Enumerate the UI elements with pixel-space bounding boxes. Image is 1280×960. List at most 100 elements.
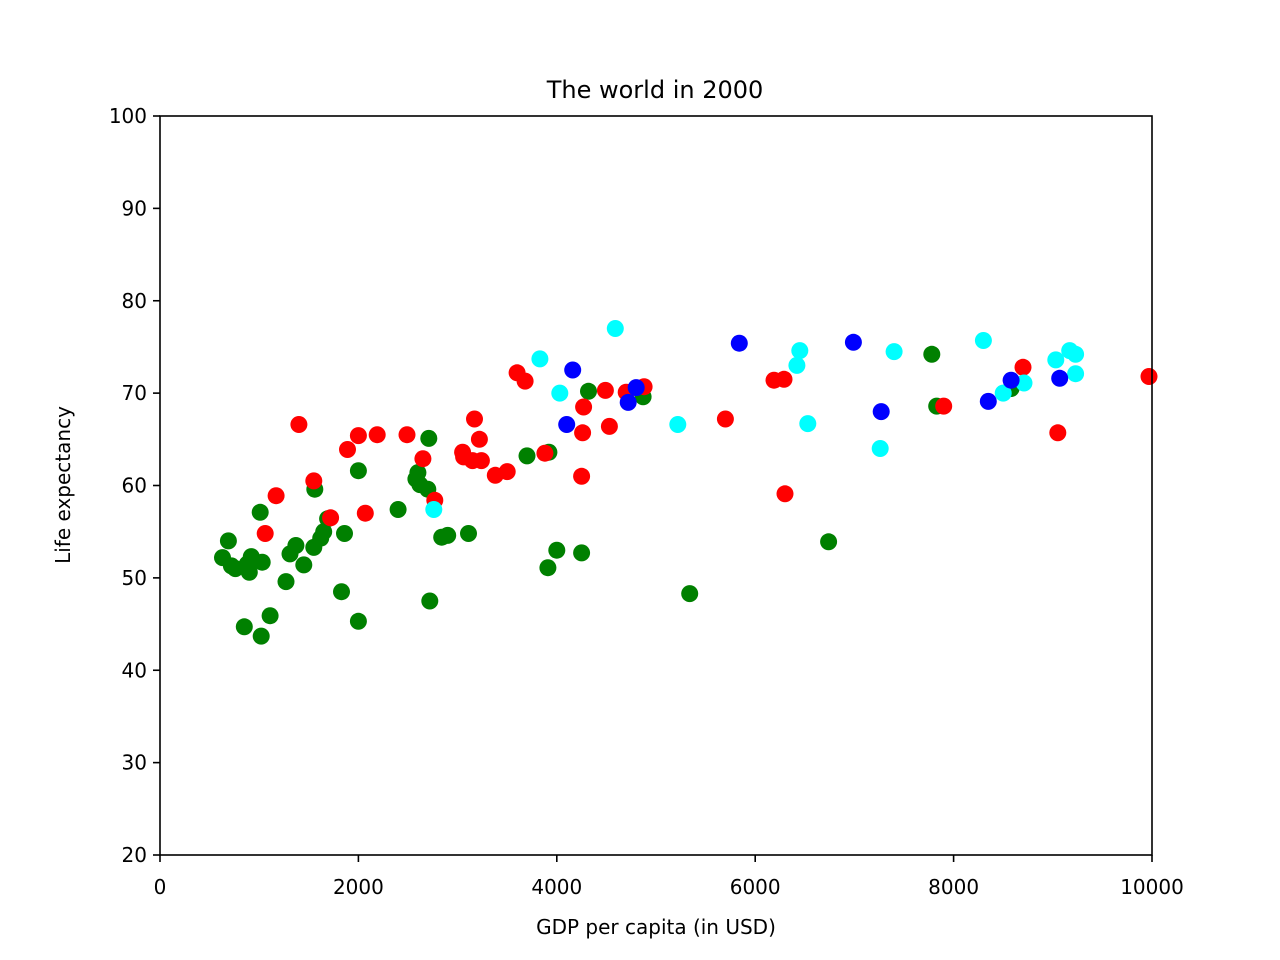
data-point-red-9 — [398, 426, 416, 444]
data-point-green-35 — [518, 447, 536, 465]
data-point-blue-0 — [558, 416, 576, 433]
data-point-red-17 — [472, 452, 490, 470]
data-point-green-44 — [923, 345, 941, 363]
data-point-green-4 — [235, 618, 253, 636]
data-point-blue-6 — [872, 403, 890, 421]
data-point-red-33 — [776, 485, 794, 503]
data-point-red-3 — [305, 472, 323, 490]
data-point-cyan-2 — [551, 384, 569, 402]
x-tick-label: 0 — [154, 875, 167, 899]
data-point-green-34 — [460, 525, 477, 542]
y-tick-label: 40 — [122, 658, 147, 682]
y-tick-label: 30 — [122, 751, 147, 775]
data-point-red-30 — [716, 410, 734, 428]
data-point-blue-4 — [730, 334, 748, 352]
data-point-cyan-16 — [1067, 365, 1085, 383]
y-axis-ticks: 20 30 40 50 60 70 80 90 100 — [109, 104, 160, 867]
data-point-green-30 — [420, 429, 438, 447]
data-point-blue-9 — [1051, 369, 1069, 387]
data-point-green-21 — [333, 583, 350, 601]
data-point-red-22 — [536, 444, 554, 462]
data-point-red-16 — [470, 430, 488, 448]
data-point-cyan-10 — [974, 332, 992, 349]
data-point-red-7 — [356, 504, 374, 522]
data-point-red-35 — [1014, 358, 1032, 376]
y-tick-label: 80 — [122, 289, 147, 313]
data-point-red-15 — [466, 410, 483, 428]
y-tick-label: 100 — [109, 104, 147, 128]
data-point-green-25 — [389, 501, 407, 518]
y-tick-label: 50 — [122, 566, 147, 590]
y-tick-label: 70 — [122, 381, 147, 405]
data-point-red-6 — [349, 427, 367, 445]
data-point-green-19 — [315, 523, 333, 541]
data-point-blue-1 — [564, 361, 582, 379]
x-tick-label: 6000 — [730, 875, 781, 899]
data-point-blue-2 — [619, 393, 637, 411]
y-tick-label: 60 — [122, 474, 147, 498]
data-point-red-32 — [775, 370, 793, 388]
data-point-cyan-0 — [425, 501, 443, 518]
data-point-blue-7 — [979, 392, 997, 410]
y-tick-label: 90 — [122, 196, 147, 220]
data-point-blue-3 — [627, 379, 645, 397]
x-tick-label: 4000 — [531, 875, 582, 899]
data-point-red-36 — [1049, 424, 1067, 442]
data-point-red-1 — [267, 487, 285, 505]
x-tick-label: 10000 — [1120, 875, 1184, 899]
data-point-red-23 — [573, 467, 591, 485]
data-point-green-33 — [439, 526, 457, 544]
data-point-green-9 — [252, 627, 270, 645]
data-point-red-8 — [368, 426, 386, 444]
data-point-blue-5 — [844, 333, 862, 351]
data-point-blue-8 — [1002, 371, 1020, 389]
data-point-green-8 — [251, 503, 269, 521]
data-point-red-5 — [339, 441, 356, 458]
x-axis-title: GDP per capita (in USD) — [536, 915, 776, 939]
x-tick-label: 2000 — [333, 875, 384, 899]
data-point-cyan-1 — [531, 350, 549, 368]
data-point-red-0 — [256, 525, 274, 542]
data-point-cyan-7 — [799, 415, 817, 433]
data-point-cyan-12 — [1015, 374, 1033, 392]
data-point-red-2 — [290, 416, 308, 433]
data-point-green-42 — [681, 585, 699, 603]
data-point-red-25 — [575, 398, 593, 416]
data-point-green-43 — [820, 533, 838, 551]
data-point-red-19 — [498, 463, 516, 481]
data-point-green-1 — [219, 532, 237, 550]
data-point-green-23 — [349, 462, 367, 480]
data-point-cyan-5 — [788, 356, 806, 374]
x-axis-ticks: 0 2000 4000 6000 8000 10000 — [154, 855, 1184, 899]
data-point-cyan-9 — [885, 343, 903, 361]
data-point-red-37 — [1140, 368, 1158, 385]
data-point-green-38 — [548, 541, 566, 559]
data-point-green-31 — [421, 592, 439, 610]
data-point-red-24 — [574, 424, 592, 442]
data-point-green-10 — [253, 553, 271, 571]
y-axis-title: Life expectancy — [51, 406, 75, 564]
data-point-red-10 — [414, 450, 432, 468]
data-point-green-6 — [240, 563, 258, 581]
data-point-red-27 — [600, 417, 618, 435]
data-point-cyan-8 — [871, 440, 889, 457]
data-point-green-36 — [539, 559, 557, 577]
y-tick-label: 20 — [122, 843, 147, 867]
data-point-cyan-11 — [994, 384, 1012, 402]
data-point-red-21 — [516, 372, 534, 390]
x-tick-label: 8000 — [928, 875, 979, 899]
data-point-green-24 — [349, 612, 367, 630]
data-points — [214, 320, 1158, 645]
data-point-green-22 — [336, 525, 353, 542]
data-point-cyan-15 — [1067, 345, 1085, 363]
data-point-green-12 — [277, 573, 295, 591]
chart-title: The world in 2000 — [546, 76, 764, 104]
data-point-cyan-13 — [1047, 351, 1065, 369]
data-point-green-11 — [261, 607, 279, 625]
data-point-green-40 — [580, 382, 597, 400]
data-point-cyan-6 — [791, 342, 809, 360]
data-point-green-14 — [287, 537, 305, 554]
data-point-red-26 — [596, 381, 614, 399]
data-point-cyan-4 — [669, 416, 687, 433]
